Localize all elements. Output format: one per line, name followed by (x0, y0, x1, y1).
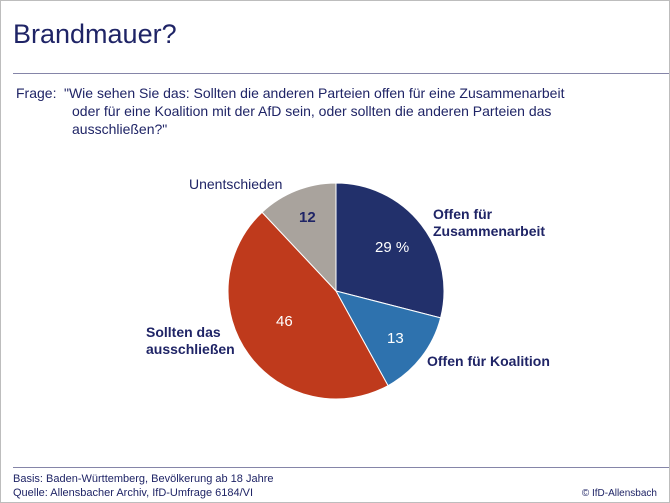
footer-source: Quelle: Allensbacher Archiv, IfD-Umfrage… (13, 487, 254, 499)
question-line: oder für eine Koalition mit der AfD sein… (72, 103, 552, 119)
header-divider (13, 73, 669, 74)
footer-copyright: © IfD-Allensbach (581, 488, 657, 499)
data-label-koalition: 13 (387, 330, 404, 347)
question-label: Frage: (16, 85, 57, 101)
page-title: Brandmauer? (13, 19, 177, 49)
data-label-unentschieden: 12 (299, 209, 316, 226)
legend-label-zusammenarbeit: Offen für Zusammenarbeit (433, 206, 546, 239)
footer-basis: Basis: Baden-Württemberg, Bevölkerung ab… (13, 473, 274, 485)
legend-label-koalition: Offen für Koalition (427, 353, 550, 369)
legend-label-ausschliessen: Sollten das ausschließen (146, 324, 235, 357)
pie-slice (335, 290, 442, 387)
question-line: "Wie sehen Sie das: Sollten die anderen … (64, 85, 565, 101)
data-label-zusammenarbeit: 29 % (375, 239, 410, 256)
pie-slice (227, 211, 389, 400)
question-line: ausschließen?" (72, 121, 168, 137)
data-label-ausschliessen: 46 (276, 313, 293, 330)
pie-slice (335, 182, 445, 319)
pie-slice (261, 182, 337, 293)
footer-divider (13, 467, 669, 468)
legend-label-unentschieden: Unentschieden (189, 176, 283, 192)
